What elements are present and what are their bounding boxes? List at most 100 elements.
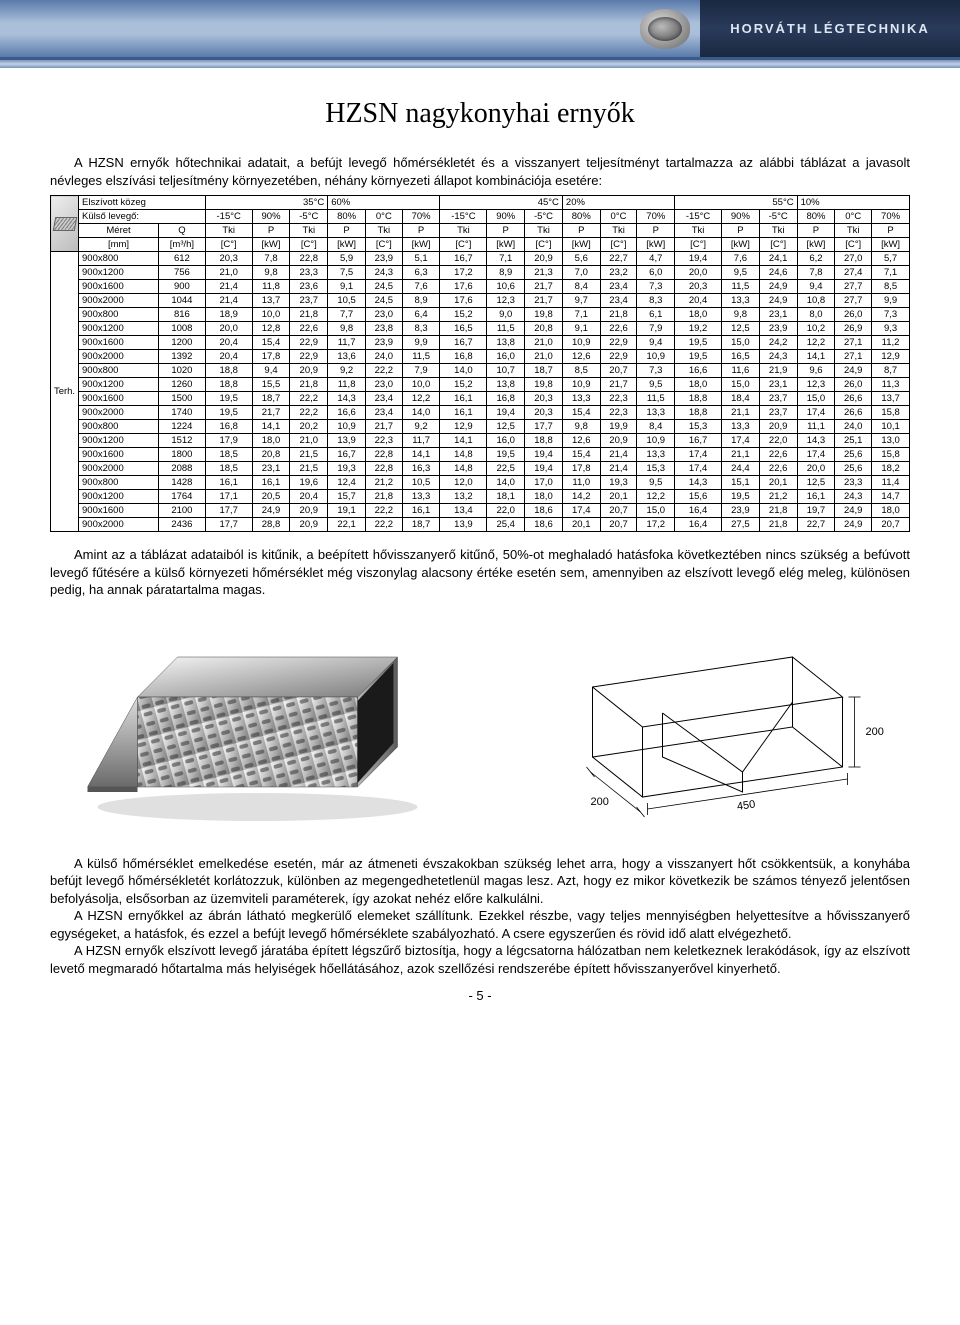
hdr-tp-17: P [872,224,910,238]
hdr-tp-3: P [328,224,366,238]
cell: 7,3 [637,280,675,294]
hdr-outside-13: 90% [722,210,760,224]
cell: 6,3 [402,266,440,280]
cell: 9,6 [797,364,835,378]
cell: 12,8 [252,322,290,336]
cell: 16,0 [487,434,525,448]
table-row: 900x1600120020,415,422,911,723,99,916,71… [51,336,910,350]
cell: 9,8 [722,308,760,322]
cell: 19,3 [600,476,637,490]
cell: 9,1 [562,322,600,336]
cell: 21,5 [290,462,328,476]
cell: 26,0 [835,378,872,392]
cell: 22,2 [365,518,402,532]
table-row: 900x1200100820,012,822,69,823,88,316,511… [51,322,910,336]
cell: 10,7 [487,364,525,378]
cell: 11,5 [487,322,525,336]
hdr-elszivott: Elszívott közeg [79,196,206,210]
cell: 24,9 [835,504,872,518]
cell: 21,4 [600,462,637,476]
cell: 18,8 [525,434,563,448]
cell: 10,0 [252,308,290,322]
cell-q: 1428 [159,476,206,490]
cell: 23,9 [759,322,797,336]
cell: 20,4 [205,336,252,350]
cell: 15,5 [252,378,290,392]
cell: 21,8 [600,308,637,322]
cell: 22,8 [365,448,402,462]
cell: 20,9 [525,252,563,266]
cell: 7,6 [402,280,440,294]
page-header: HORVÁTH LÉGTECHNIKA [0,0,960,60]
cell: 7,6 [722,252,760,266]
cell: 10,8 [797,294,835,308]
table-row: 900x1600210017,724,920,919,122,216,113,4… [51,504,910,518]
table-row: 900x1200176417,120,520,415,721,813,313,2… [51,490,910,504]
cell: 19,4 [487,406,525,420]
cell: 27,0 [835,252,872,266]
cell-q: 1008 [159,322,206,336]
cell-size: 900x1600 [79,336,159,350]
cell-q: 612 [159,252,206,266]
cell: 11,6 [722,364,760,378]
hdr-tp-4: Tki [365,224,402,238]
cell: 25,4 [487,518,525,532]
cell: 15,1 [722,476,760,490]
cell: 18,1 [487,490,525,504]
cell: 17,7 [525,420,563,434]
cell: 17,0 [525,476,563,490]
cell: 19,5 [205,392,252,406]
cell: 22,3 [600,392,637,406]
paragraph-2: A HZSN ernyőkkel az ábrán látható megker… [50,907,910,942]
hdr-tp-15: P [797,224,835,238]
cell: 21,8 [759,518,797,532]
cell: 11,8 [252,280,290,294]
cell: 23,8 [365,322,402,336]
unit-11: [kW] [637,238,675,252]
table-row: 900x2000208818,523,121,519,322,816,314,8… [51,462,910,476]
cell: 19,4 [675,252,722,266]
cell: 23,1 [759,378,797,392]
unit-7: [kW] [487,238,525,252]
cell: 12,9 [872,350,910,364]
cell: 24,9 [759,294,797,308]
cell-q: 900 [159,280,206,294]
hdr-tp-10: Tki [600,224,637,238]
dim-b-label: 450 [736,798,756,812]
hdr-tp-2: Tki [290,224,328,238]
cell: 21,2 [365,476,402,490]
cell: 11,7 [402,434,440,448]
cell: 13,3 [722,420,760,434]
unit-9: [kW] [562,238,600,252]
cell: 23,2 [600,266,637,280]
hdr-outside-17: 70% [872,210,910,224]
cell: 7,7 [328,308,366,322]
hdr-outside-12: -15°C [675,210,722,224]
table-icon-cell [51,196,79,252]
cell: 20,3 [525,406,563,420]
cell: 24,9 [759,280,797,294]
cell-q: 1764 [159,490,206,504]
cell: 24,9 [835,364,872,378]
cell: 9,5 [637,476,675,490]
cell-size: 900x1600 [79,504,159,518]
unit-12: [C°] [675,238,722,252]
cell: 18,8 [675,406,722,420]
cell: 16,5 [722,350,760,364]
cell: 12,9 [440,420,487,434]
hdr-tp-7: P [487,224,525,238]
hdr-g1b: 60% [328,196,440,210]
cell: 6,2 [797,252,835,266]
cell: 10,9 [637,434,675,448]
cell: 18,6 [525,504,563,518]
cell: 9,5 [722,266,760,280]
cell: 23,1 [252,462,290,476]
cell-size: 900x1600 [79,448,159,462]
cell: 14,1 [252,420,290,434]
cell: 11,3 [872,378,910,392]
unit-10: [C°] [600,238,637,252]
cell: 22,6 [759,462,797,476]
cell: 13,3 [722,294,760,308]
figure-row: 200 450 200 [50,617,910,827]
cell: 9,8 [328,322,366,336]
